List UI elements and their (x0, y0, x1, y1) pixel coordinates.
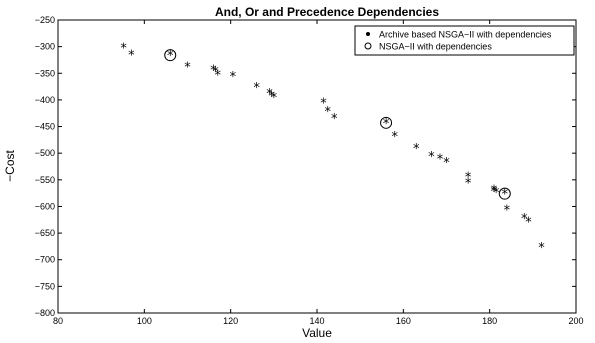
x-axis-ticks: 80 100 120 140 160 180 200 (53, 20, 584, 326)
archive-point: * (437, 153, 444, 168)
legend-label-nsga: NSGA−II with dependencies (379, 42, 492, 52)
legend-box (354, 25, 575, 56)
archive-point: * (167, 49, 174, 64)
archive-point: * (184, 60, 191, 75)
legend-label-archive: Archive based NSGA−II with dependencies (379, 30, 552, 40)
x-tick-label: 180 (482, 316, 497, 326)
archive-point: * (538, 241, 545, 256)
archive-point: * (493, 186, 500, 201)
nsga-point (164, 49, 177, 62)
archive-point: * (266, 87, 273, 102)
archive-point: * (502, 188, 509, 203)
y-tick-label: −600 (35, 201, 55, 211)
y-tick-label: −450 (35, 122, 55, 132)
y-tick-label: −500 (35, 148, 55, 158)
archive-point: * (413, 142, 420, 157)
y-axis-label: −Cost (3, 149, 17, 181)
archive-point: * (214, 68, 221, 83)
legend-marker-archive (366, 32, 370, 36)
archive-point: * (428, 150, 435, 165)
archive-point: * (271, 91, 278, 106)
archive-point: * (521, 212, 528, 227)
archive-point: * (253, 81, 260, 96)
legend: Archive based NSGA−II with dependencies … (354, 25, 575, 56)
y-tick-label: −700 (35, 255, 55, 265)
x-tick-label: 140 (309, 316, 324, 326)
archive-point: * (443, 156, 450, 171)
archive-point: * (120, 42, 127, 57)
chart-title: And, Or and Precedence Dependencies (215, 5, 439, 19)
y-tick-label: −300 (35, 42, 55, 52)
archive-point: * (128, 49, 135, 64)
y-tick-label: −650 (35, 228, 55, 238)
x-tick-label: 80 (53, 316, 63, 326)
archive-point: * (491, 183, 498, 198)
archive-point: * (391, 130, 398, 145)
x-axis-label: Value (302, 326, 332, 340)
y-axis-ticks: −250 −300 −350 −400 −450 −500 −550 −600 −650 −700… (35, 15, 576, 318)
archive-point: * (465, 176, 472, 191)
y-tick-label: −800 (35, 308, 55, 318)
data-points: * * ** *** ** *** ** * **** * *** *** ***** (120, 42, 545, 256)
archive-point: * (325, 105, 332, 120)
plot-area (57, 19, 577, 314)
archive-point: * (465, 171, 472, 186)
x-tick-label: 200 (568, 316, 583, 326)
archive-point: * (212, 65, 219, 80)
archive-point: * (230, 70, 237, 85)
y-tick-label: −550 (35, 175, 55, 185)
y-tick-label: −750 (35, 281, 55, 291)
archive-point: * (491, 185, 498, 200)
y-tick-label: −250 (35, 15, 55, 25)
archive-point: * (383, 117, 390, 132)
x-tick-label: 160 (396, 316, 411, 326)
nsga-point (380, 116, 393, 129)
archive-point: * (320, 97, 327, 112)
archive-point: * (268, 90, 275, 105)
archive-point: * (331, 112, 338, 127)
nsga-point (498, 187, 511, 200)
y-tick-label: −400 (35, 95, 55, 105)
archive-point: * (210, 64, 217, 79)
archive-point: * (504, 204, 511, 219)
y-tick-label: −350 (35, 68, 55, 78)
legend-marker-nsga (364, 42, 372, 50)
x-tick-label: 100 (137, 316, 152, 326)
x-tick-label: 120 (223, 316, 238, 326)
archive-point: * (525, 215, 532, 230)
